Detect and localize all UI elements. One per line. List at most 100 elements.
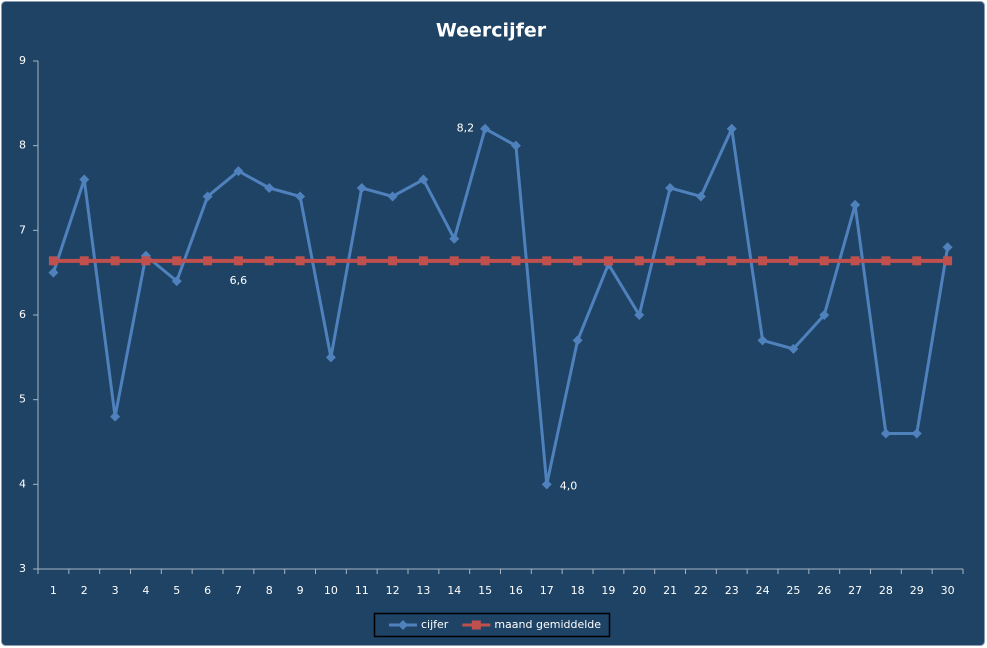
y-tick-label: 8 xyxy=(19,139,26,152)
marker xyxy=(264,183,275,193)
marker xyxy=(398,620,408,630)
x-tick-label: 8 xyxy=(266,584,273,597)
y-tick-label: 4 xyxy=(19,477,26,490)
legend-label: maand gemiddelde xyxy=(494,618,601,631)
x-tick-label: 9 xyxy=(297,584,304,597)
marker xyxy=(881,256,891,266)
x-tick-label: 15 xyxy=(478,584,492,597)
series-line xyxy=(51,127,950,486)
marker xyxy=(233,256,243,266)
marker xyxy=(295,191,306,202)
marker xyxy=(634,256,644,266)
marker xyxy=(264,256,274,266)
marker xyxy=(110,256,120,266)
x-tick-label: 4 xyxy=(142,584,149,597)
marker xyxy=(418,256,428,266)
marker xyxy=(912,256,922,266)
y-tick-label: 5 xyxy=(19,393,26,406)
legend: cijfer maand gemiddelde xyxy=(373,612,611,638)
x-tick-label: 13 xyxy=(416,584,430,597)
marker xyxy=(357,256,367,266)
marker xyxy=(788,256,798,266)
marker xyxy=(418,174,429,185)
x-tick-label: 2 xyxy=(81,584,88,597)
marker xyxy=(48,267,59,278)
chart-title: Weercijfer xyxy=(436,20,547,42)
marker xyxy=(757,335,768,346)
x-tick-label: 12 xyxy=(386,584,400,597)
x-tick-label: 14 xyxy=(447,584,461,597)
y-tick-label: 6 xyxy=(19,308,26,321)
x-tick-label: 3 xyxy=(112,584,119,597)
marker xyxy=(850,199,861,210)
data-label: 6,6 xyxy=(230,274,248,287)
marker xyxy=(727,256,737,266)
marker xyxy=(603,256,613,266)
x-tick-label: 30 xyxy=(941,584,955,597)
marker xyxy=(233,166,244,177)
legend-label: cijfer xyxy=(421,618,449,631)
marker xyxy=(387,191,398,202)
marker xyxy=(943,256,953,266)
x-tick-label: 20 xyxy=(632,584,646,597)
x-tick-label: 1 xyxy=(50,584,57,597)
x-tick-label: 21 xyxy=(663,584,677,597)
marker xyxy=(356,183,367,193)
x-tick-label: 6 xyxy=(204,584,211,597)
x-tick-label: 5 xyxy=(173,584,180,597)
marker xyxy=(634,310,645,320)
marker xyxy=(449,233,460,244)
marker xyxy=(79,256,89,266)
marker xyxy=(819,310,830,320)
x-tick-label: 19 xyxy=(601,584,615,597)
marker xyxy=(202,191,213,202)
marker xyxy=(942,242,953,253)
marker xyxy=(510,140,521,151)
y-tick-label: 7 xyxy=(19,223,26,236)
x-tick-label: 28 xyxy=(879,584,893,597)
marker xyxy=(480,256,490,266)
marker xyxy=(911,428,922,439)
marker xyxy=(388,256,398,266)
x-tick-label: 23 xyxy=(725,584,739,597)
marker xyxy=(726,123,737,134)
marker xyxy=(819,256,829,266)
x-tick-label: 25 xyxy=(786,584,800,597)
marker xyxy=(880,428,891,439)
marker xyxy=(110,411,121,422)
marker xyxy=(79,174,90,185)
y-tick-label: 3 xyxy=(19,562,26,575)
x-tick-label: 26 xyxy=(817,584,831,597)
marker xyxy=(572,335,583,346)
x-tick-label: 24 xyxy=(756,584,770,597)
x-tick-label: 17 xyxy=(540,584,554,597)
x-tick-label: 18 xyxy=(571,584,585,597)
marker xyxy=(295,256,305,266)
data-label: 4,0 xyxy=(560,479,578,492)
marker xyxy=(541,479,552,490)
marker xyxy=(573,256,583,266)
marker xyxy=(758,256,768,266)
marker xyxy=(850,256,860,266)
marker xyxy=(203,256,213,266)
x-tick-label: 11 xyxy=(355,584,369,597)
x-tick-label: 22 xyxy=(694,584,708,597)
marker xyxy=(172,256,182,266)
marker xyxy=(171,276,182,287)
marker xyxy=(665,183,676,193)
x-tick-label: 29 xyxy=(910,584,924,597)
marker xyxy=(695,191,706,202)
x-tick-label: 27 xyxy=(848,584,862,597)
marker xyxy=(326,256,336,266)
x-tick-label: 10 xyxy=(324,584,338,597)
marker xyxy=(449,256,459,266)
marker xyxy=(141,256,151,266)
marker xyxy=(665,256,675,266)
y-tick-label: 9 xyxy=(19,54,26,67)
marker xyxy=(325,352,336,363)
marker xyxy=(48,256,58,266)
x-tick-label: 16 xyxy=(509,584,523,597)
